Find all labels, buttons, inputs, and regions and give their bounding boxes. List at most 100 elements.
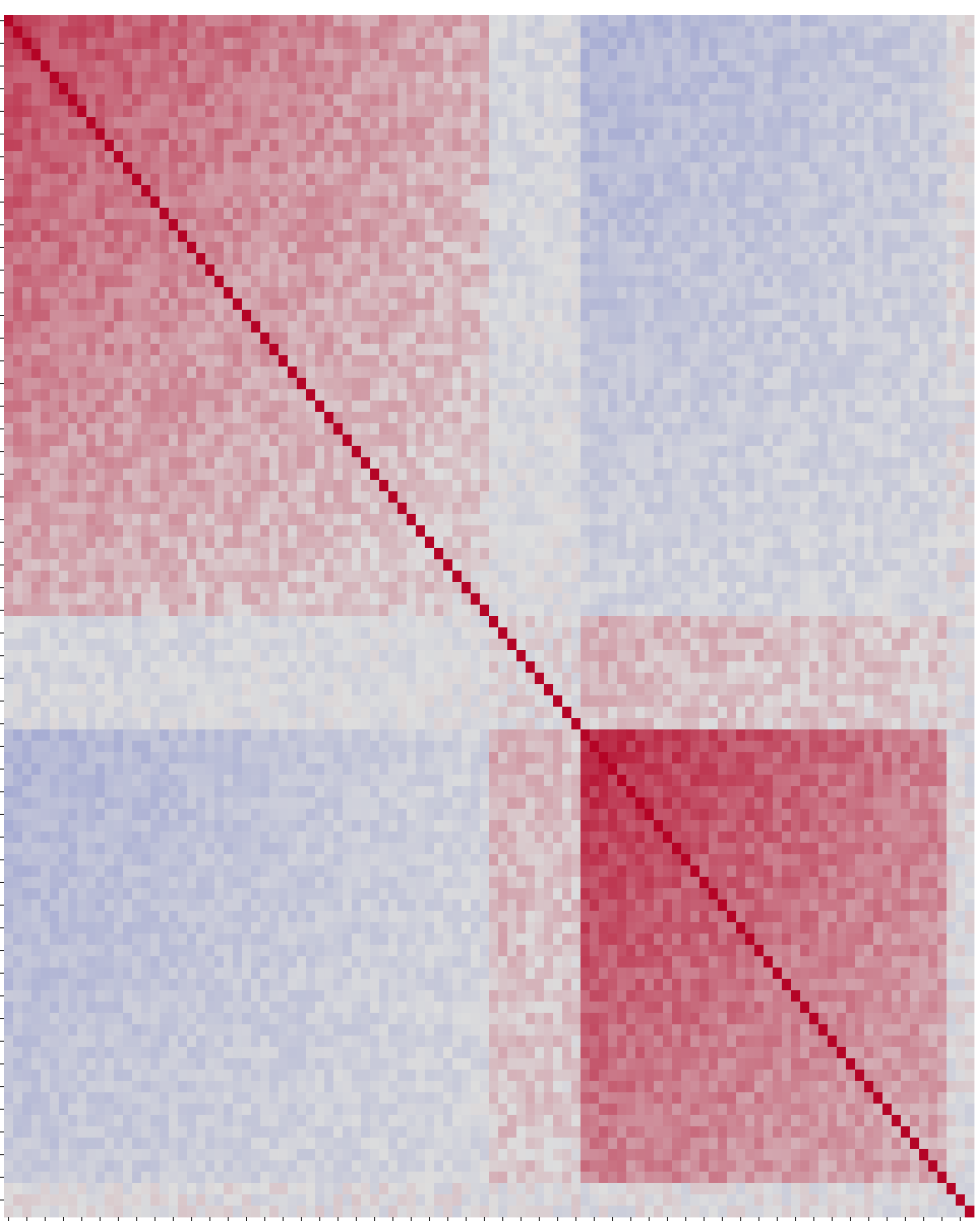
heatmap-cell bbox=[351, 49, 362, 61]
heatmap-cell bbox=[4, 434, 14, 447]
heatmap-cell bbox=[287, 196, 298, 209]
heatmap-cell bbox=[827, 26, 838, 39]
heatmap-cell bbox=[937, 491, 947, 503]
heatmap-cell bbox=[736, 196, 746, 209]
heatmap-cell bbox=[324, 491, 334, 503]
heatmap-cell bbox=[800, 71, 810, 84]
heatmap-cell bbox=[342, 377, 353, 390]
heatmap-cell bbox=[717, 241, 728, 254]
heatmap-cell bbox=[635, 343, 645, 356]
heatmap-cell bbox=[543, 434, 554, 447]
heatmap-cell bbox=[278, 139, 289, 152]
heatmap-cell bbox=[909, 355, 920, 367]
heatmap-cell bbox=[68, 105, 78, 118]
heatmap-cell bbox=[534, 162, 545, 175]
heatmap-cell bbox=[900, 355, 911, 367]
heatmap-cell bbox=[699, 275, 710, 288]
heatmap-cell bbox=[278, 230, 289, 243]
heatmap-cell bbox=[790, 536, 801, 549]
heatmap-cell bbox=[543, 241, 554, 254]
heatmap-cell bbox=[919, 151, 929, 163]
heatmap-cell bbox=[470, 37, 481, 50]
heatmap-cell bbox=[873, 94, 883, 107]
heatmap-cell bbox=[388, 139, 398, 152]
heatmap-cell bbox=[653, 343, 664, 356]
heatmap-cell bbox=[333, 117, 343, 129]
heatmap-cell bbox=[955, 513, 966, 526]
heatmap-cell bbox=[635, 400, 645, 413]
heatmap-cell bbox=[800, 491, 810, 503]
heatmap-cell bbox=[232, 219, 243, 231]
heatmap-cell bbox=[909, 343, 920, 356]
heatmap-cell bbox=[891, 162, 902, 175]
heatmap-cell bbox=[360, 49, 371, 61]
heatmap-cell bbox=[525, 264, 536, 277]
heatmap-cell bbox=[177, 60, 188, 73]
heatmap-cell bbox=[315, 309, 325, 322]
heatmap-cell bbox=[598, 185, 609, 197]
heatmap-cell bbox=[452, 83, 462, 95]
heatmap-cell bbox=[315, 162, 325, 175]
heatmap-cell bbox=[278, 151, 289, 163]
heatmap-cell bbox=[150, 434, 160, 447]
heatmap-cell bbox=[415, 468, 426, 481]
heatmap-cell bbox=[205, 60, 215, 73]
heatmap-cell bbox=[333, 105, 343, 118]
heatmap-cell bbox=[937, 241, 947, 254]
heatmap-cell bbox=[370, 162, 380, 175]
heatmap-cell bbox=[251, 400, 261, 413]
heatmap-cell bbox=[562, 105, 572, 118]
heatmap-cell bbox=[580, 309, 591, 322]
heatmap-cell bbox=[955, 400, 966, 413]
heatmap-cell bbox=[919, 71, 929, 84]
heatmap-cell bbox=[873, 185, 883, 197]
heatmap-cell bbox=[626, 15, 636, 27]
heatmap-cell bbox=[617, 536, 627, 549]
heatmap-cell bbox=[891, 37, 902, 50]
heatmap-cell bbox=[790, 128, 801, 141]
heatmap-cell bbox=[672, 355, 682, 367]
heatmap-cell bbox=[617, 128, 627, 141]
heatmap-cell bbox=[278, 298, 289, 311]
heatmap-cell bbox=[4, 253, 14, 265]
heatmap-cell bbox=[653, 525, 664, 538]
heatmap-cell bbox=[726, 94, 737, 107]
heatmap-cell bbox=[342, 366, 353, 379]
heatmap-cell bbox=[159, 400, 170, 413]
heatmap-cell bbox=[95, 547, 106, 560]
heatmap-cell bbox=[937, 502, 947, 515]
heatmap-cell bbox=[13, 343, 23, 356]
heatmap-cell bbox=[379, 60, 389, 73]
heatmap-cell bbox=[40, 434, 51, 447]
heatmap-cell bbox=[928, 298, 938, 311]
heatmap-cell bbox=[205, 502, 215, 515]
heatmap-cell bbox=[553, 321, 563, 333]
heatmap-cell bbox=[287, 423, 298, 435]
heatmap-cell bbox=[809, 117, 819, 129]
heatmap-cell bbox=[598, 309, 609, 322]
heatmap-cell bbox=[278, 536, 289, 549]
heatmap-cell bbox=[315, 173, 325, 186]
heatmap-cell bbox=[827, 502, 838, 515]
heatmap-cell bbox=[553, 37, 563, 50]
heatmap-cell bbox=[315, 468, 325, 481]
heatmap-cell bbox=[40, 525, 51, 538]
heatmap-cell bbox=[635, 26, 645, 39]
heatmap-cell bbox=[315, 287, 325, 299]
heatmap-cell bbox=[159, 423, 170, 435]
heatmap-cell bbox=[251, 196, 261, 209]
heatmap-cell bbox=[159, 185, 170, 197]
heatmap-cell bbox=[324, 355, 334, 367]
heatmap-cell bbox=[928, 513, 938, 526]
heatmap-cell bbox=[553, 139, 563, 152]
heatmap-cell bbox=[855, 366, 865, 379]
heatmap-cell bbox=[864, 173, 874, 186]
heatmap-cell bbox=[534, 423, 545, 435]
heatmap-cell bbox=[214, 162, 225, 175]
heatmap-cell bbox=[95, 468, 106, 481]
heatmap-cell bbox=[598, 479, 609, 492]
heatmap-cell bbox=[132, 491, 142, 503]
heatmap-cell bbox=[177, 162, 188, 175]
heatmap-cell bbox=[489, 94, 499, 107]
heatmap-cell bbox=[4, 105, 14, 118]
